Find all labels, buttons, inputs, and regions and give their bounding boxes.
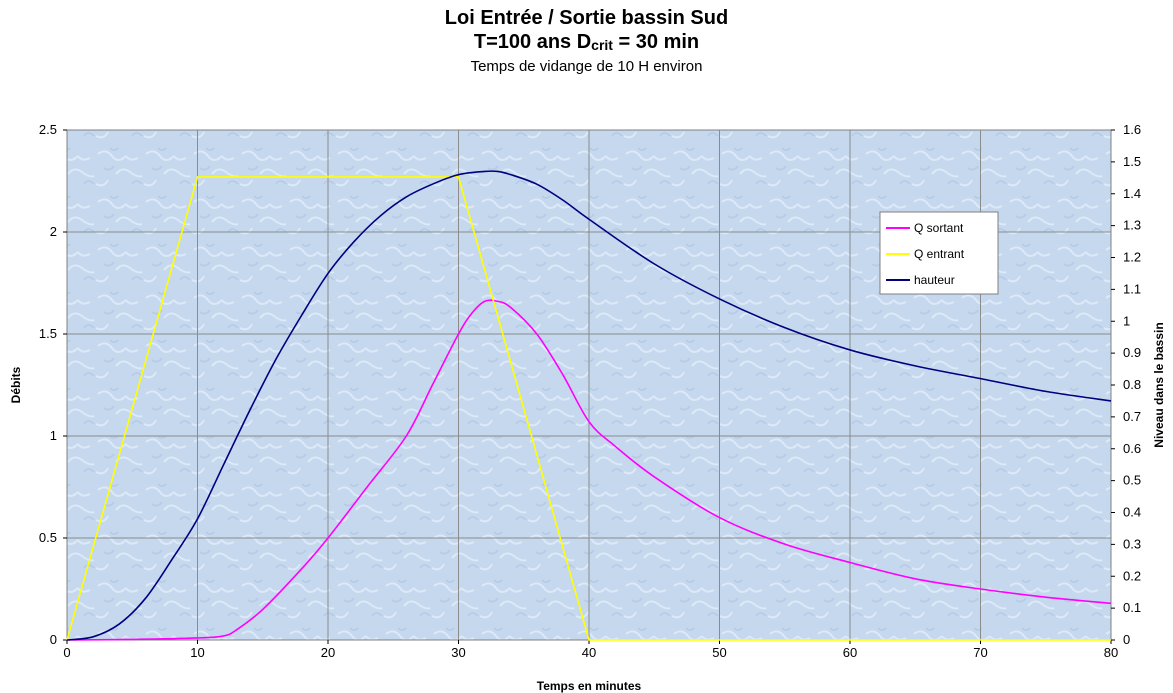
chart-title-block: Loi Entrée / Sortie bassin Sud T=100 ans… <box>0 6 1173 77</box>
x-tick-label: 70 <box>973 645 987 660</box>
y-tick-label: 2 <box>50 224 57 239</box>
series-line-2 <box>66 170 1112 641</box>
chart-subtitle-2: Temps de vidange de 10 H environ <box>470 58 703 75</box>
legend-label: Q sortant <box>914 221 964 235</box>
y2-tick-label: 0.8 <box>1123 377 1141 392</box>
y2-tick-label: 0 <box>1123 632 1130 647</box>
y2-tick-label: 0.9 <box>1123 345 1141 360</box>
chart-subtitle-end: = 30 min <box>612 31 700 53</box>
y2-tick-label: 0.4 <box>1123 505 1141 520</box>
y2-tick-label: 0.7 <box>1123 409 1141 424</box>
chart-title: Loi Entrée / Sortie bassin Sud <box>444 7 729 29</box>
y-tick-label: 2.5 <box>39 122 57 137</box>
chart-subtitle: T=100 ans Dcrit = 30 min <box>0 30 1173 57</box>
y2-tick-label: 1.2 <box>1123 250 1141 265</box>
legend: Q sortant Q entrant hauteur <box>879 211 999 295</box>
y-tick-label: 0 <box>50 632 57 647</box>
legend-label: hauteur <box>914 273 955 287</box>
y2-tick-label: 1.6 <box>1123 122 1141 137</box>
x-tick-label: 10 <box>190 645 204 660</box>
x-tick-label: 0 <box>63 645 70 660</box>
y2-tick-label: 1.4 <box>1123 186 1141 201</box>
y2-tick-label: 1.1 <box>1123 281 1141 296</box>
y-axis-label: Débits <box>9 366 23 403</box>
y2-tick-label: 0.2 <box>1123 568 1141 583</box>
x-tick-label: 20 <box>321 645 335 660</box>
y2-tick-label: 1.5 <box>1123 154 1141 169</box>
y2-tick-label: 1 <box>1123 313 1130 328</box>
x-tick-label: 40 <box>582 645 596 660</box>
series-line-1 <box>66 176 1111 641</box>
chart-subtitle-main: T=100 ans D <box>473 31 592 53</box>
x-tick-label: 60 <box>843 645 857 660</box>
y2-tick-label: 1.3 <box>1123 218 1141 233</box>
x-tick-label: 80 <box>1104 645 1118 660</box>
y-tick-label: 0.5 <box>39 530 57 545</box>
y2-tick-label: 0.1 <box>1123 600 1141 615</box>
y2-tick-label: 0.6 <box>1123 441 1141 456</box>
x-axis-label: Temps en minutes <box>537 679 642 693</box>
x-tick-label: 30 <box>451 645 465 660</box>
y2-axis-label: Niveau dans le bassin <box>1152 322 1166 447</box>
y-tick-label: 1 <box>50 428 57 443</box>
axis-ticks: 0 10 20 30 40 50 60 70 80 0 0.5 1 1.5 2 2.5 0 0.1 0.2 0.3 0… <box>39 122 1141 660</box>
chart-subtitle-subscript: crit <box>591 37 613 53</box>
series-lines <box>66 170 1112 641</box>
x-tick-label: 50 <box>712 645 726 660</box>
y-tick-label: 1.5 <box>39 326 57 341</box>
y2-tick-label: 0.3 <box>1123 536 1141 551</box>
y2-tick-label: 0.5 <box>1123 473 1141 488</box>
legend-label: Q entrant <box>914 247 965 261</box>
